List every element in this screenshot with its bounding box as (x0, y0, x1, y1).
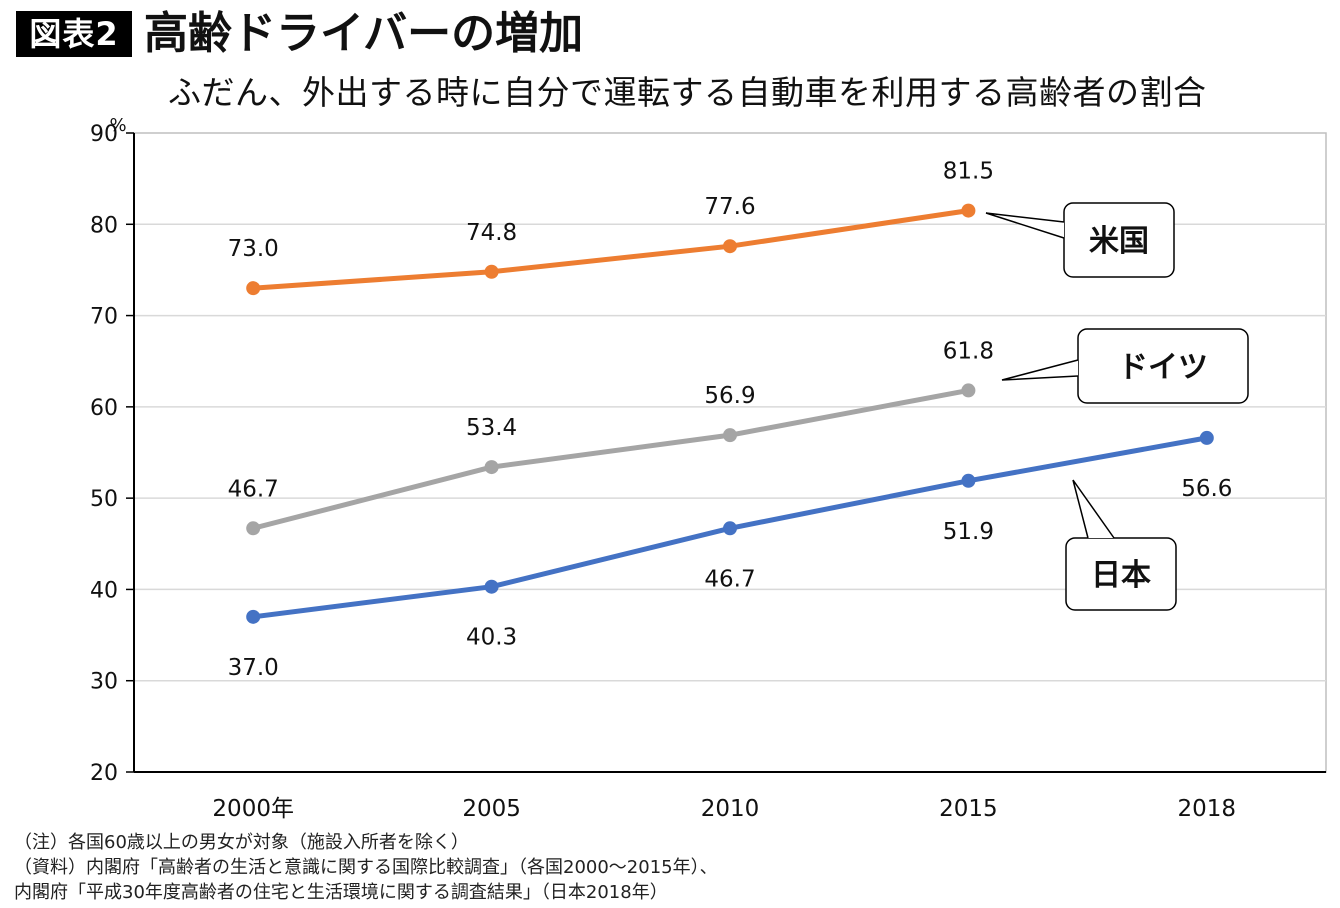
note-line: 内閣府「平成30年度高齢者の住宅と生活環境に関する調査結果」（日本2018年） (14, 882, 668, 903)
x-tick-label: 2018 (1178, 796, 1237, 822)
data-label: 77.6 (704, 194, 755, 220)
series-name-label: ドイツ (1118, 350, 1208, 385)
data-label: 46.7 (228, 476, 279, 502)
data-point (961, 383, 976, 398)
data-point (246, 281, 261, 296)
data-point (961, 203, 976, 218)
y-tick-label: 20 (90, 761, 118, 786)
data-label: 51.9 (943, 519, 994, 545)
data-point (246, 609, 261, 624)
y-tick-label: 90 (90, 122, 118, 147)
series-name-label: 日本 (1091, 558, 1151, 593)
data-point (484, 460, 499, 475)
y-tick-label: 60 (90, 396, 118, 421)
data-label: 56.9 (704, 383, 755, 409)
y-tick-label: 30 (90, 670, 118, 695)
note-line: （資料）内閣府「高齢者の生活と意識に関する国際比較調査」（各国2000～2015… (14, 857, 718, 878)
callout-pointer (1072, 479, 1115, 539)
x-tick-label: 2005 (462, 796, 521, 822)
series-line (250, 208, 971, 291)
data-label: 40.3 (466, 625, 517, 651)
chart-subtitle: ふだん、外出する時に自分で運転する自動車を利用する高齢者の割合 (168, 73, 1207, 112)
figure-number-badge: 図表2 (16, 11, 132, 57)
series-line (250, 387, 971, 531)
data-labels: 73.0 74.8 77.6 81.5 46.7 53.4 56.9 61.8 37.0 40.3… (228, 159, 1233, 681)
source-notes: （注）各国60歳以上の男女が対象（施設入所者を除く） （資料）内閣府「高齢者の生… (14, 830, 718, 905)
x-tick-label: 2010 (701, 796, 760, 822)
data-point (1199, 430, 1214, 445)
data-point (723, 239, 737, 254)
data-point (484, 579, 499, 594)
data-point (484, 264, 499, 279)
y-tick-label: 70 (90, 305, 118, 330)
data-label: 61.8 (943, 338, 994, 364)
y-unit-label: % (109, 115, 126, 136)
callout-pointer (985, 212, 1065, 239)
data-point (961, 473, 976, 488)
series-lines (246, 203, 1214, 624)
chart-title: 高齢ドライバーの増加 (144, 8, 584, 59)
y-tick-label: 50 (90, 487, 118, 512)
data-label: 37.0 (228, 655, 279, 681)
data-label: 56.6 (1181, 476, 1232, 502)
data-label: 81.5 (943, 159, 994, 185)
series-name-label: 米国 (1089, 224, 1149, 259)
data-label: 73.0 (228, 236, 279, 262)
data-label: 46.7 (704, 566, 755, 592)
callout-box (1063, 202, 1175, 278)
data-label: 74.8 (466, 220, 517, 246)
axes: 20 30 40 50 60 70 80 90% 2000年 2005 2010 2015 2018 (90, 115, 1326, 822)
data-point (723, 521, 737, 536)
x-tick-label: 2000年 (212, 796, 294, 822)
data-point (723, 428, 737, 443)
y-tick-label: 40 (90, 578, 118, 603)
x-tick-label: 2015 (939, 796, 998, 822)
y-tick-label: 80 (90, 213, 118, 238)
data-point (246, 521, 261, 536)
callout-pointer (1001, 359, 1079, 381)
callout-box (1065, 537, 1177, 611)
note-line: （注）各国60歳以上の男女が対象（施設入所者を除く） (14, 832, 469, 853)
data-label: 53.4 (466, 415, 517, 441)
